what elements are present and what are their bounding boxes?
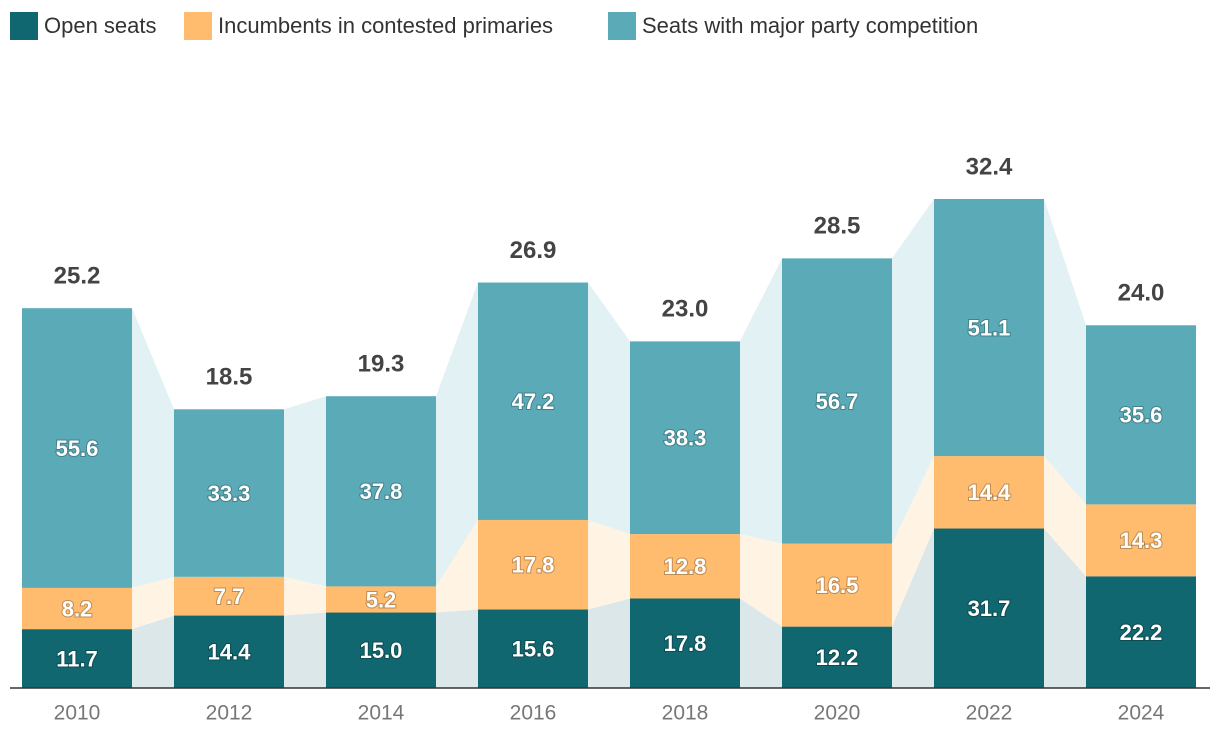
- total-label: 32.4: [966, 153, 1013, 180]
- x-tick-label: 2012: [206, 702, 253, 725]
- legend-swatch: [608, 12, 636, 40]
- bar-segment: [22, 308, 132, 588]
- x-tick-label: 2010: [54, 702, 101, 725]
- connector-band: [588, 598, 630, 688]
- bar-segment: [326, 586, 436, 613]
- bar-segment: [1086, 576, 1196, 688]
- bar-segment: [934, 456, 1044, 529]
- total-label: 28.5: [814, 213, 861, 240]
- connector-band: [1044, 199, 1086, 505]
- segment-label: 14.4: [208, 640, 252, 665]
- segment-label: 8.2: [62, 596, 93, 621]
- segment-label: 14.4: [968, 480, 1012, 505]
- connector-band: [740, 534, 782, 627]
- total-label: 23.0: [662, 296, 709, 323]
- bar-segment: [1086, 504, 1196, 577]
- bar-segment: [22, 629, 132, 688]
- bar-segment: [630, 341, 740, 535]
- segment-label: 14.3: [1120, 528, 1163, 553]
- bar-segment: [1086, 325, 1196, 505]
- bar-segment: [174, 576, 284, 616]
- bar-segment: [630, 598, 740, 688]
- segment-label: 47.2: [512, 389, 555, 414]
- connector-band: [740, 598, 782, 688]
- bar-segment: [782, 626, 892, 688]
- bar-segment: [478, 282, 588, 520]
- bar-segment: [326, 612, 436, 688]
- legend-label: Seats with major party competition: [642, 13, 978, 38]
- bar-segment: [478, 609, 588, 688]
- x-tick-label: 2020: [814, 702, 861, 725]
- segment-label: 11.7: [56, 646, 98, 671]
- segment-label: 15.0: [360, 638, 403, 663]
- connector-band: [588, 519, 630, 610]
- segment-label: 51.1: [968, 315, 1011, 340]
- segment-label: 31.7: [968, 596, 1011, 621]
- connector-band: [132, 615, 174, 688]
- total-label: 26.9: [510, 237, 557, 264]
- connector-band: [436, 519, 478, 613]
- connector-band: [284, 612, 326, 688]
- x-tick-label: 2022: [966, 702, 1013, 725]
- bar-segment: [22, 587, 132, 630]
- connector-band: [892, 528, 934, 688]
- bar-segment: [174, 409, 284, 577]
- total-label: 24.0: [1118, 280, 1165, 307]
- connector-band: [1044, 456, 1086, 577]
- segment-label: 35.6: [1120, 403, 1163, 428]
- segment-label: 16.5: [816, 573, 859, 598]
- connector-band: [892, 456, 934, 627]
- segment-label: 12.8: [664, 554, 707, 579]
- bar-segment: [326, 396, 436, 587]
- bar-segment: [934, 528, 1044, 688]
- connector-band: [1044, 528, 1086, 688]
- bar-segment: [934, 199, 1044, 457]
- x-tick-label: 2024: [1118, 702, 1165, 725]
- total-label: 19.3: [358, 351, 405, 378]
- connector-band: [740, 258, 782, 544]
- segment-label: 22.2: [1120, 620, 1163, 645]
- segment-label: 37.8: [360, 479, 403, 504]
- x-tick-label: 2018: [662, 702, 709, 725]
- bar-segment: [782, 258, 892, 544]
- bar-segment: [630, 534, 740, 599]
- segment-label: 5.2: [366, 587, 397, 612]
- segment-label: 56.7: [816, 389, 859, 414]
- bar-segment: [174, 615, 284, 688]
- segment-label: 38.3: [664, 426, 707, 451]
- connector-band: [284, 576, 326, 616]
- segment-label: 55.6: [56, 436, 99, 461]
- segment-label: 7.7: [214, 584, 245, 609]
- bar-segment: [782, 543, 892, 627]
- segment-label: 17.8: [664, 631, 707, 656]
- bar-segment: [478, 519, 588, 610]
- legend-label: Incumbents in contested primaries: [218, 13, 553, 38]
- x-tick-label: 2014: [358, 702, 405, 725]
- connector-band: [132, 576, 174, 630]
- legend-swatch: [184, 12, 212, 40]
- segment-label: 17.8: [512, 553, 555, 578]
- connector-band: [436, 609, 478, 688]
- segment-label: 33.3: [208, 481, 251, 506]
- connector-band: [892, 199, 934, 544]
- segment-label: 12.2: [816, 645, 859, 670]
- legend-swatch: [10, 12, 38, 40]
- connector-band: [588, 282, 630, 535]
- x-tick-label: 2016: [510, 702, 557, 725]
- total-label: 25.2: [54, 263, 101, 290]
- connector-band: [436, 282, 478, 587]
- legend-label: Open seats: [44, 13, 157, 38]
- total-label: 18.5: [206, 364, 253, 391]
- connector-band: [284, 396, 326, 587]
- segment-label: 15.6: [512, 637, 555, 662]
- connector-band: [132, 308, 174, 588]
